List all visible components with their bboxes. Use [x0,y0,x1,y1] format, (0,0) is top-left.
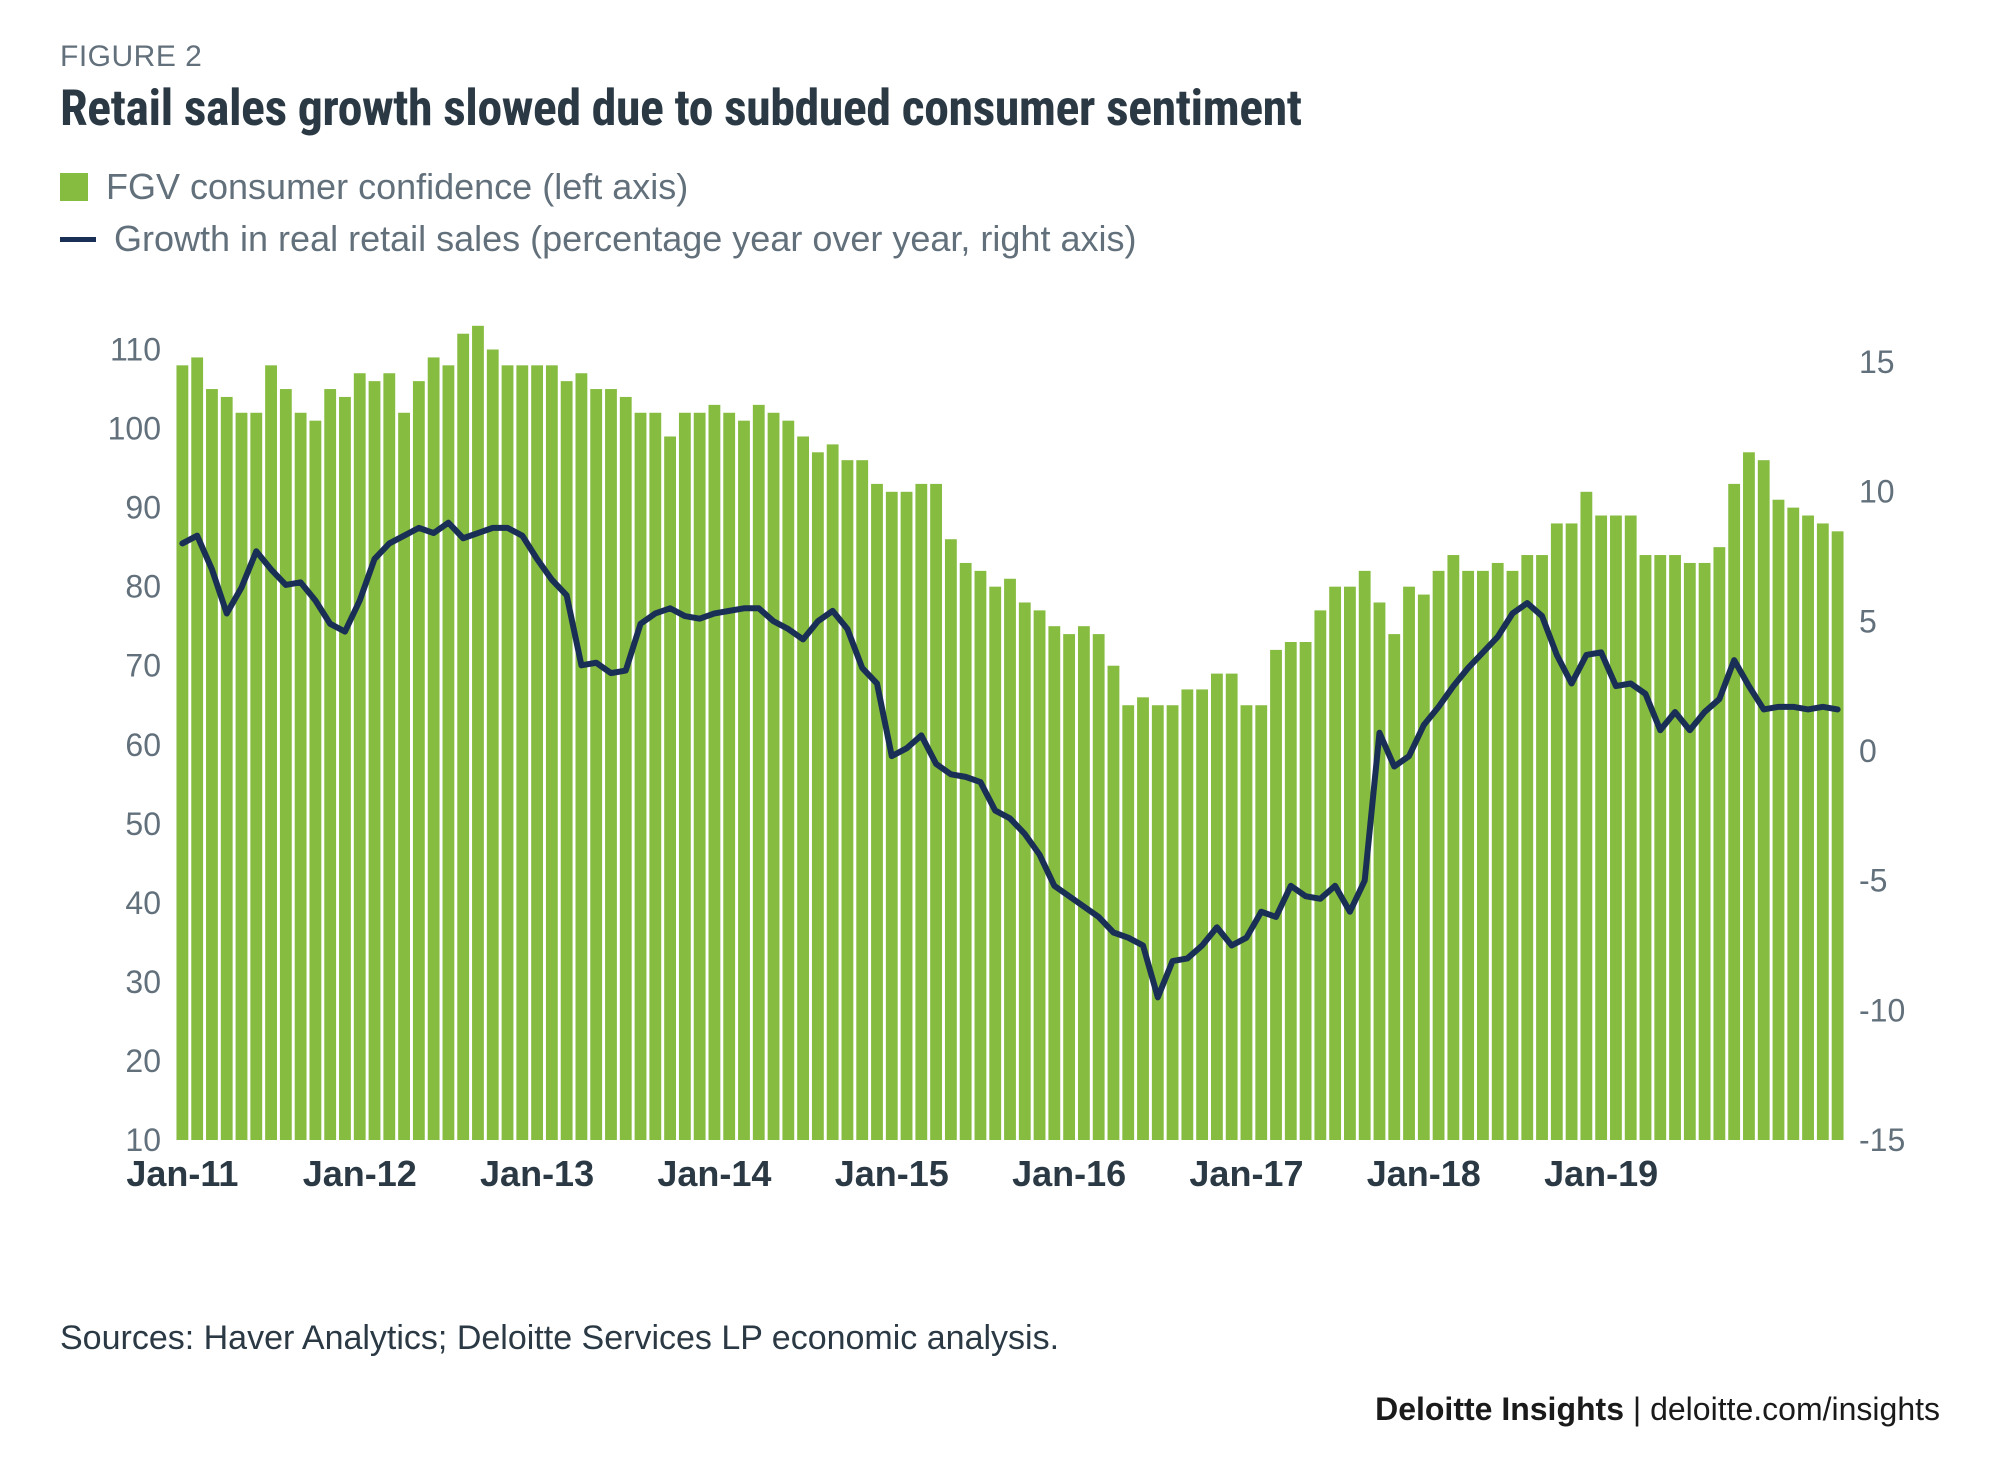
brand-text: Deloitte Insights | deloitte.com/insight… [1375,1391,1940,1428]
brand-thin: | deloitte.com/insights [1624,1391,1940,1427]
legend-item-bars: FGV consumer confidence (left axis) [60,166,1940,208]
svg-text:-10: -10 [1859,992,1905,1028]
chart-svg: 102030405060708090100110-15-10-5051015Ja… [60,290,1940,1230]
svg-text:Jan-16: Jan-16 [1012,1153,1126,1194]
legend: FGV consumer confidence (left axis) Grow… [60,166,1940,260]
svg-text:Jan-17: Jan-17 [1189,1153,1303,1194]
svg-text:Jan-19: Jan-19 [1544,1153,1658,1194]
svg-text:100: 100 [108,411,161,447]
svg-text:50: 50 [125,806,161,842]
svg-text:5: 5 [1859,603,1877,639]
legend-bars-label: FGV consumer confidence (left axis) [106,166,688,208]
svg-text:Jan-14: Jan-14 [657,1153,771,1194]
svg-text:-5: -5 [1859,863,1887,899]
svg-text:-15: -15 [1859,1122,1905,1158]
svg-text:10: 10 [1859,474,1895,510]
svg-text:110: 110 [110,332,161,368]
bar-swatch-icon [60,173,88,201]
figure-container: FIGURE 2 Retail sales growth slowed due … [0,0,2000,1468]
svg-text:Jan-13: Jan-13 [480,1153,594,1194]
svg-text:70: 70 [125,648,161,684]
chart: 102030405060708090100110-15-10-5051015Ja… [60,290,1940,1230]
sources-text: Sources: Haver Analytics; Deloitte Servi… [60,1319,1059,1358]
svg-text:30: 30 [125,964,161,1000]
figure-title: Retail sales growth slowed due to subdue… [60,80,1940,138]
svg-text:90: 90 [125,490,161,526]
svg-text:Jan-18: Jan-18 [1367,1153,1481,1194]
svg-text:80: 80 [125,569,161,605]
svg-text:Jan-12: Jan-12 [303,1153,417,1194]
svg-text:Jan-11: Jan-11 [126,1153,238,1194]
legend-line-label: Growth in real retail sales (percentage … [114,218,1136,260]
figure-number: FIGURE 2 [60,40,1940,74]
line-swatch-icon [60,237,96,242]
svg-text:60: 60 [125,727,161,763]
svg-text:20: 20 [125,1043,161,1079]
svg-text:40: 40 [125,885,161,921]
brand-bold: Deloitte Insights [1375,1391,1624,1427]
svg-text:0: 0 [1859,733,1877,769]
svg-text:15: 15 [1859,344,1895,380]
legend-item-line: Growth in real retail sales (percentage … [60,218,1940,260]
svg-text:Jan-15: Jan-15 [835,1153,949,1194]
